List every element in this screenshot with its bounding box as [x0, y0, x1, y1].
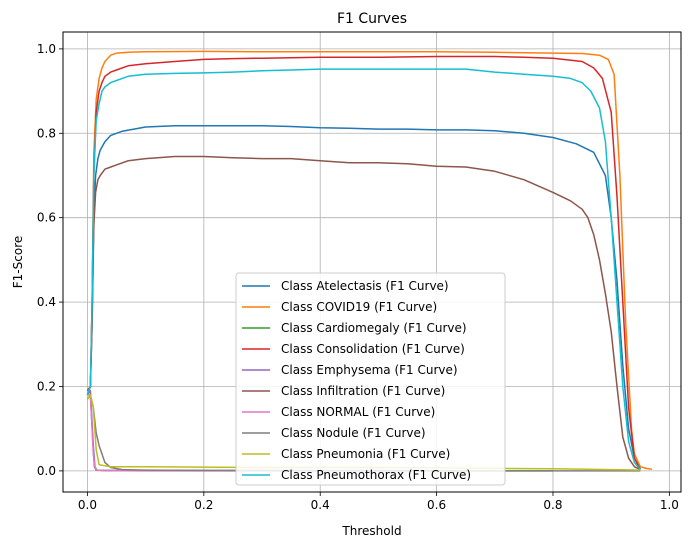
legend-entry-label: Class Emphysema (F1 Curve) — [281, 363, 458, 377]
series-line-1 — [86, 50, 653, 470]
legend-entry-label: Class COVID19 (F1 Curve) — [281, 300, 437, 314]
y-tick-label: 0.0 — [37, 464, 56, 478]
series-line-0 — [86, 124, 641, 470]
series-line-9 — [86, 68, 641, 471]
x-tick-label: 0.2 — [194, 498, 213, 512]
y-axis-label: F1-Score — [11, 236, 25, 288]
y-tick-label: 0.4 — [37, 295, 56, 309]
legend-entry-label: Class Infiltration (F1 Curve) — [281, 384, 445, 398]
legend-entry-label: Class Consolidation (F1 Curve) — [281, 342, 465, 356]
legend-entry-label: Class Pneumothorax (F1 Curve) — [281, 468, 471, 482]
legend-box — [235, 272, 506, 486]
x-tick-label: 1.0 — [660, 498, 679, 512]
y-axis-ticks: 0.0 0.2 0.4 0.6 0.8 1.0 — [37, 42, 63, 478]
y-tick-label: 1.0 — [37, 42, 56, 56]
x-axis-label: Threshold — [341, 524, 401, 538]
x-tick-label: 0.4 — [311, 498, 330, 512]
series-line-8 — [86, 394, 641, 471]
x-tick-label: 0.6 — [427, 498, 446, 512]
y-tick-label: 0.6 — [37, 211, 56, 225]
legend: Class Atelectasis (F1 Curve) Class COVID1… — [235, 272, 506, 486]
grid — [63, 32, 681, 492]
plot-area-frame — [62, 31, 682, 493]
legend-entry-label: Class Atelectasis (F1 Curve) — [281, 279, 449, 293]
series-line-3 — [86, 55, 641, 470]
y-tick-label: 0.2 — [37, 379, 56, 393]
legend-entry-label: Class Cardiomegaly (F1 Curve) — [281, 321, 467, 335]
x-axis-ticks: 0.0 0.2 0.4 0.6 0.8 1.0 — [78, 492, 679, 512]
x-tick-label: 0.8 — [543, 498, 562, 512]
legend-entry-label: Class NORMAL (F1 Curve) — [281, 405, 435, 419]
chart-title: F1 Curves — [337, 11, 407, 27]
x-tick-label: 0.0 — [78, 498, 97, 512]
y-tick-label: 0.8 — [37, 126, 56, 140]
series-line-5 — [86, 155, 641, 471]
legend-entry-label: Class Pneumonia (F1 Curve) — [281, 447, 450, 461]
legend-entry-label: Class Nodule (F1 Curve) — [281, 426, 426, 440]
